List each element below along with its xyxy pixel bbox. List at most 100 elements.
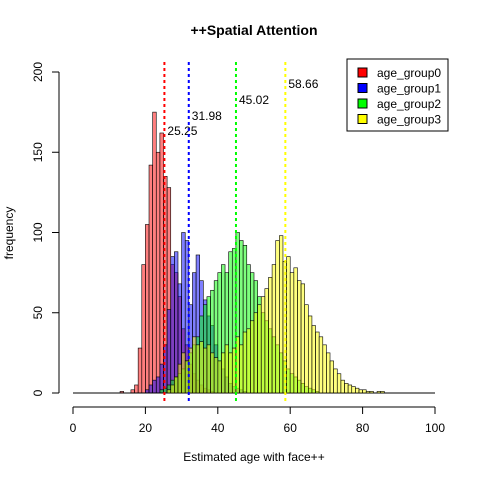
histogram-bar-age_group0 xyxy=(141,264,146,394)
histogram-bar-age_group3 xyxy=(293,267,298,394)
histogram-bar-age_group3 xyxy=(217,360,222,394)
x-tick-label: 0 xyxy=(70,421,77,435)
histogram-bar-age_group3 xyxy=(322,344,327,394)
histogram-bar-age_group1 xyxy=(170,256,175,394)
histogram-bar-age_group3 xyxy=(253,312,258,394)
histogram-bar-age_group0 xyxy=(155,151,161,394)
histogram-bar-age_group3 xyxy=(362,389,367,394)
histogram-bar-age_group3 xyxy=(289,272,295,394)
histogram-bar-age_group1 xyxy=(152,379,157,394)
histogram-bar-age_group3 xyxy=(275,240,280,394)
mean-label-age_group1: 31.98 xyxy=(192,109,222,123)
mean-label-age_group3: 58.66 xyxy=(288,77,318,91)
histogram-bar-age_group3 xyxy=(329,360,334,394)
histogram-bar-age_group3 xyxy=(358,389,363,394)
histogram-bar-age_group3 xyxy=(380,391,385,394)
legend-swatch-age_group0 xyxy=(357,67,368,78)
histogram-bar-age_group3 xyxy=(195,344,201,394)
histogram-bar-age_group3 xyxy=(333,368,338,394)
histogram-bar-age_group0 xyxy=(137,347,143,394)
histogram-bar-age_group0 xyxy=(159,132,164,394)
histogram-bar-age_group3 xyxy=(199,341,204,394)
histogram-bar-age_group1 xyxy=(174,251,179,394)
histogram-bar-age_group3 xyxy=(355,387,360,394)
histogram-bar-age_group1 xyxy=(148,384,153,394)
histogram-bar-age_group3 xyxy=(311,325,316,394)
histogram-bar-age_group1 xyxy=(166,309,172,394)
histogram-bar-age_group3 xyxy=(242,331,248,394)
histogram-bar-age_group3 xyxy=(304,304,309,394)
x-tick-label: 20 xyxy=(139,421,153,435)
legend-label-age_group0: age_group0 xyxy=(377,66,441,80)
histogram-bar-age_group0 xyxy=(134,384,139,394)
histogram-bar-age_group3 xyxy=(336,373,342,394)
histogram-bar-age_group3 xyxy=(257,304,262,394)
histogram-bar-age_group3 xyxy=(300,283,305,394)
histogram-bar-age_group3 xyxy=(206,344,211,394)
histogram-bar-age_group3 xyxy=(318,336,324,394)
histogram-bar-age_group3 xyxy=(286,256,291,394)
legend-label-age_group2: age_group2 xyxy=(377,97,441,111)
x-axis-label: Estimated age with face++ xyxy=(183,450,324,464)
mean-label-age_group0: 25.25 xyxy=(167,124,197,138)
histogram-bar-age_group0 xyxy=(145,224,150,394)
chart-title: ++Spatial Attention xyxy=(190,22,317,38)
histogram-bar-age_group3 xyxy=(203,347,208,394)
histogram-bar-age_group3 xyxy=(213,357,219,394)
x-tick-label: 60 xyxy=(284,421,298,435)
histogram-bar-age_group3 xyxy=(307,315,313,394)
histogram-bar-age_group3 xyxy=(260,296,266,394)
legend-label-age_group3: age_group3 xyxy=(377,113,441,127)
histogram-bar-age_group3 xyxy=(297,280,302,394)
histogram-bar-age_group3 xyxy=(192,336,197,394)
histogram-bar-age_group3 xyxy=(177,363,182,394)
x-axis: 0 20 40 60 80 100 xyxy=(70,406,445,435)
histogram-bar-age_group3 xyxy=(170,384,175,394)
legend-swatch-age_group2 xyxy=(357,98,368,109)
histogram-bar-age_group3 xyxy=(279,235,284,394)
histogram-bar-age_group3 xyxy=(315,331,320,394)
x-tick-label: 80 xyxy=(356,421,370,435)
legend-swatch-age_group3 xyxy=(357,114,368,124)
histogram-bar-age_group3 xyxy=(347,384,353,394)
histogram-bar-age_group3 xyxy=(351,386,356,394)
histogram-bar-age_group3 xyxy=(271,264,277,394)
histogram-bar-age_group3 xyxy=(369,391,374,394)
legend-label-age_group1: age_group1 xyxy=(377,82,441,96)
y-tick-label: 50 xyxy=(31,306,45,320)
histogram-bar-age_group3 xyxy=(239,344,244,394)
histogram-bar-age_group3 xyxy=(246,328,251,394)
histogram-bar-age_group1 xyxy=(155,376,161,394)
bars-layer xyxy=(73,111,435,394)
histogram-bar-age_group3 xyxy=(181,352,186,394)
y-tick-label: 200 xyxy=(31,62,45,82)
histogram-bar-age_group3 xyxy=(344,383,349,394)
histogram-bar-age_group0 xyxy=(148,164,153,394)
y-tick-label: 0 xyxy=(31,389,45,396)
y-tick-label: 100 xyxy=(31,222,45,242)
histogram-bar-age_group3 xyxy=(376,391,381,394)
y-axis: 0 50 100 150 200 xyxy=(31,62,60,396)
y-tick-label: 150 xyxy=(31,142,45,162)
x-tick-label: 40 xyxy=(211,421,225,435)
x-tick-label: 100 xyxy=(425,421,445,435)
histogram-bar-age_group3 xyxy=(166,389,172,394)
legend-swatch-age_group1 xyxy=(357,83,368,93)
histogram-bar-age_group3 xyxy=(210,352,215,394)
histogram-bar-age_group3 xyxy=(268,277,273,394)
histogram-bar-age_group3 xyxy=(250,320,255,394)
mean-label-age_group2: 45.02 xyxy=(239,93,269,107)
histogram-bar-age_group0 xyxy=(152,111,157,394)
histogram-bar-age_group3 xyxy=(228,352,233,394)
histogram-bar-age_group3 xyxy=(365,391,371,394)
y-axis-label: frequency xyxy=(2,207,16,260)
histogram-bar-age_group3 xyxy=(174,376,179,394)
histogram-bar-age_group3 xyxy=(224,344,229,394)
histogram-bar-age_group3 xyxy=(326,352,331,394)
histogram-bar-age_group3 xyxy=(340,379,345,394)
histogram-bar-age_group3 xyxy=(264,288,269,394)
histogram-bar-age_group3 xyxy=(221,352,226,394)
